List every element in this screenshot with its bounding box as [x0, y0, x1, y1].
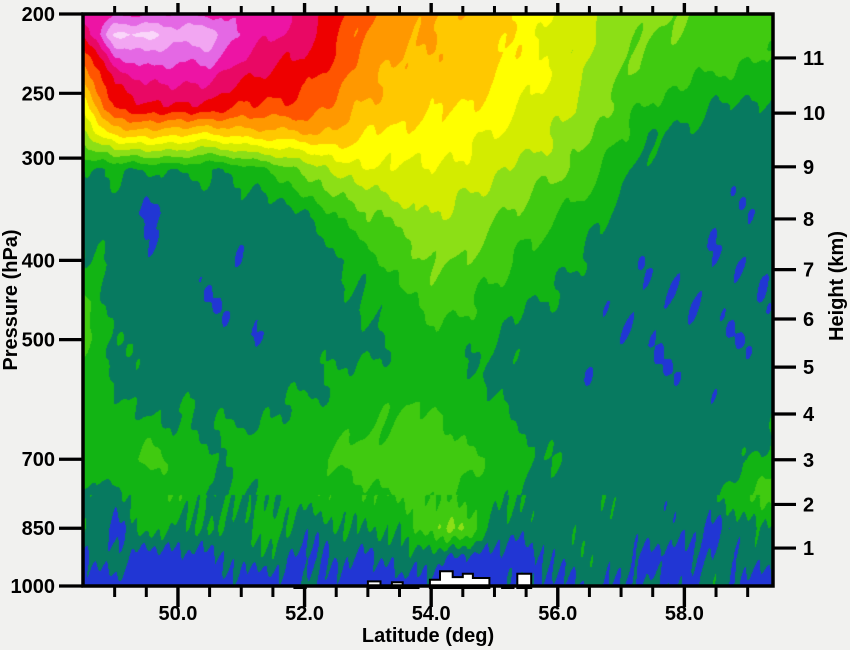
latitude-tick-label: 52.0: [285, 603, 324, 625]
pressure-tick-label: 300: [22, 148, 55, 170]
pressure-tick-label: 700: [22, 449, 55, 471]
height-tick-label: 2: [803, 494, 814, 516]
height-tick-label: 1: [803, 538, 814, 560]
latitude-tick-label: 56.0: [538, 603, 577, 625]
height-tick-label: 11: [803, 48, 824, 70]
latitude-tick-label: 58.0: [665, 603, 704, 625]
latitude-tick-label: 50.0: [158, 603, 197, 625]
pressure-tick-label: 400: [22, 250, 55, 272]
pressure-tick-label: 200: [22, 4, 55, 26]
pressure-axis-title: Pressure (hPa): [0, 229, 22, 370]
height-tick-label: 10: [803, 103, 825, 125]
height-axis-title: Height (km): [826, 231, 848, 341]
height-tick-label: 8: [803, 209, 814, 231]
height-tick-label: 6: [803, 309, 814, 331]
height-tick-label: 7: [803, 260, 814, 282]
height-tick-label: 9: [803, 157, 814, 179]
height-tick-label: 5: [803, 357, 814, 379]
latitude-tick-label: 54.0: [412, 603, 451, 625]
terrain-silhouette: [428, 570, 491, 589]
pressure-tick-label: 1000: [11, 576, 56, 598]
pressure-tick-label: 500: [22, 330, 55, 352]
plot-border: [81, 12, 775, 588]
pressure-tick-label: 250: [22, 83, 55, 105]
height-tick-label: 3: [803, 450, 814, 472]
latitude-axis-title: Latitude (deg): [362, 625, 494, 647]
pressure-tick-label: 850: [22, 518, 55, 540]
height-tick-label: 4: [803, 404, 815, 426]
contour-field-canvas: [83, 14, 773, 586]
